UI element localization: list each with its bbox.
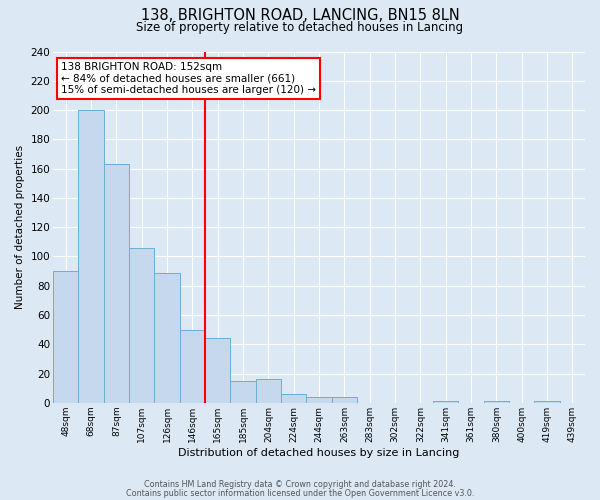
Bar bbox=[53, 271, 79, 403]
Text: 138 BRIGHTON ROAD: 152sqm
← 84% of detached houses are smaller (661)
15% of semi: 138 BRIGHTON ROAD: 152sqm ← 84% of detac… bbox=[61, 62, 316, 95]
Bar bbox=[307, 397, 332, 403]
Bar bbox=[129, 248, 154, 403]
Text: Contains public sector information licensed under the Open Government Licence v3: Contains public sector information licen… bbox=[126, 490, 474, 498]
X-axis label: Distribution of detached houses by size in Lancing: Distribution of detached houses by size … bbox=[178, 448, 460, 458]
Bar bbox=[180, 330, 205, 403]
Bar bbox=[433, 402, 458, 403]
Bar bbox=[484, 402, 509, 403]
Text: 138, BRIGHTON ROAD, LANCING, BN15 8LN: 138, BRIGHTON ROAD, LANCING, BN15 8LN bbox=[140, 8, 460, 22]
Y-axis label: Number of detached properties: Number of detached properties bbox=[15, 145, 25, 309]
Text: Contains HM Land Registry data © Crown copyright and database right 2024.: Contains HM Land Registry data © Crown c… bbox=[144, 480, 456, 489]
Text: Size of property relative to detached houses in Lancing: Size of property relative to detached ho… bbox=[136, 22, 464, 35]
Bar bbox=[154, 272, 180, 403]
Bar bbox=[256, 380, 281, 403]
Bar bbox=[332, 397, 357, 403]
Bar bbox=[79, 110, 104, 403]
Bar bbox=[281, 394, 307, 403]
Bar bbox=[205, 338, 230, 403]
Bar bbox=[230, 381, 256, 403]
Bar bbox=[104, 164, 129, 403]
Bar bbox=[535, 402, 560, 403]
